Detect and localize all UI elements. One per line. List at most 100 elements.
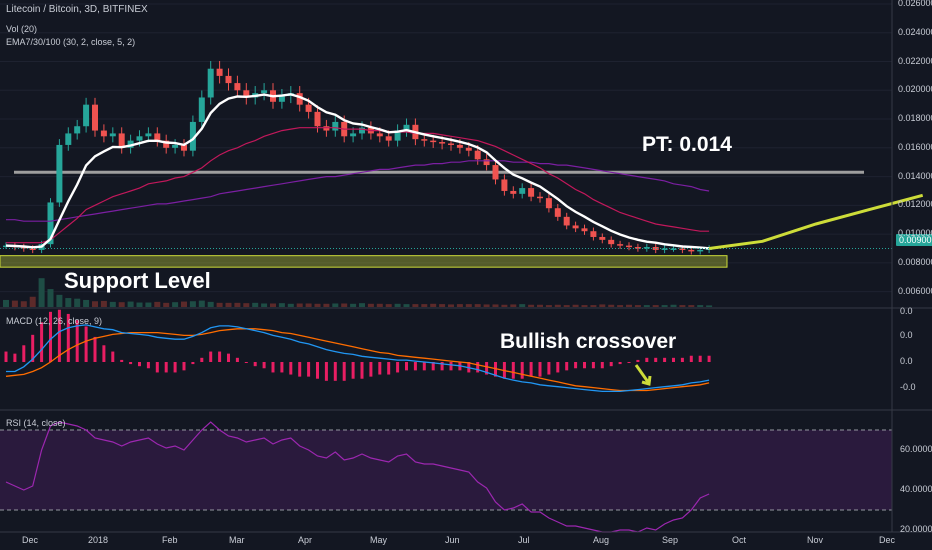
- macd-hist-bar: [164, 362, 168, 373]
- pane-separators: [0, 0, 932, 533]
- candle-body: [323, 126, 330, 131]
- rsi-line: [5, 421, 710, 533]
- candle-body: [278, 96, 285, 102]
- volume-bar: [492, 304, 499, 307]
- volume-bar: [29, 296, 36, 307]
- macd-hist-bar: [235, 357, 239, 362]
- macd-tick-label: 0.0: [900, 356, 913, 366]
- volume-bar: [572, 304, 579, 307]
- candle-body: [163, 140, 170, 148]
- candle-body: [189, 121, 196, 151]
- crossover-arrow-icon: [634, 364, 652, 386]
- macd-hist-bar: [49, 311, 52, 362]
- volume-bar: [278, 303, 285, 307]
- candle-body: [448, 143, 454, 145]
- volume-bar: [563, 305, 570, 307]
- candle-body: [181, 144, 187, 151]
- volume-bar: [448, 304, 454, 307]
- macd-hist-bar: [307, 362, 311, 377]
- macd-hist-bar: [111, 351, 115, 362]
- macd-hist-bar: [422, 362, 426, 371]
- time-tick-label: Jul: [518, 535, 530, 545]
- candle-body: [599, 236, 606, 240]
- macd-hist-bar: [520, 362, 524, 379]
- volume-bar: [501, 304, 508, 307]
- volume-bar: [341, 303, 348, 307]
- candle-body: [439, 142, 446, 144]
- candle-body: [403, 124, 410, 131]
- macd-tick-label: -0.0: [900, 382, 916, 392]
- macd-hist-bar: [191, 362, 195, 365]
- macd-tick-label: 0.0: [900, 306, 913, 316]
- volume-bar: [652, 305, 659, 307]
- volume-bar: [385, 304, 392, 307]
- macd-hist-bar: [289, 362, 293, 375]
- time-tick-label: Aug: [593, 535, 610, 545]
- macd-hist-bar: [173, 362, 177, 373]
- candle-body: [501, 179, 508, 191]
- volume-bar: [706, 305, 713, 307]
- candle-body: [483, 159, 490, 166]
- candle-body: [394, 130, 401, 141]
- volume-bar: [590, 305, 597, 307]
- volume-bar: [421, 304, 428, 307]
- volume-bar: [243, 303, 250, 307]
- volume-bar: [38, 278, 45, 307]
- candle-body: [74, 126, 81, 134]
- candle-body: [118, 133, 125, 148]
- macd-hist-bar: [511, 362, 515, 379]
- macd-hist-bar: [689, 355, 693, 362]
- macd-hist-bar: [387, 362, 391, 375]
- macd-hist-bar: [22, 345, 26, 362]
- macd-hist-bar: [609, 362, 613, 367]
- candle-body: [688, 249, 695, 252]
- volume-bar: [688, 305, 695, 307]
- candle-body: [29, 248, 36, 250]
- price-tick-label: 0.014000: [898, 170, 932, 181]
- macd-hist-bar: [218, 351, 222, 362]
- price-tick-label: 0.026000: [898, 0, 932, 8]
- macd-hist-bar: [209, 351, 213, 362]
- macd-hist-bar: [636, 359, 640, 362]
- macd-hist-bar: [369, 362, 373, 377]
- ema100-line: [6, 160, 710, 222]
- volume-bar: [172, 302, 179, 307]
- time-tick-label: Nov: [807, 535, 824, 545]
- volume-bar: [109, 301, 116, 307]
- macd-hist-bar: [280, 362, 284, 373]
- candle-body: [563, 216, 570, 226]
- volume-bar: [545, 305, 552, 307]
- candle-body: [47, 202, 54, 245]
- volume-bar: [661, 305, 668, 307]
- macd-hist-bar: [565, 362, 569, 371]
- candle-body: [474, 150, 481, 160]
- volume-bar: [412, 304, 419, 307]
- volume-bar: [252, 302, 259, 307]
- volume-bar: [643, 305, 650, 307]
- macd-hist-bar: [698, 355, 702, 362]
- macd-hist-bar: [672, 357, 675, 362]
- macd-hist-bar: [574, 362, 578, 369]
- candle-body: [261, 90, 268, 94]
- macd-hist-bar: [342, 362, 346, 381]
- macd-hist-bar: [66, 313, 70, 362]
- candle-body: [652, 247, 659, 250]
- macd-hist-bar: [413, 362, 417, 371]
- volume-bar: [537, 304, 543, 307]
- candle-body: [198, 97, 205, 122]
- price-tick-label: 0.024000: [898, 26, 932, 37]
- macd-hist-bar: [84, 326, 88, 362]
- last-price-badge: 0.009001: [896, 234, 932, 246]
- candle-body: [376, 133, 383, 137]
- macd-hist-bar: [645, 357, 649, 362]
- volume-bar: [465, 304, 472, 307]
- price-tick-label: 0.012000: [898, 199, 932, 210]
- volume-bar: [634, 305, 641, 307]
- price-tick-label: 0.016000: [898, 141, 932, 152]
- volume-bar: [359, 303, 365, 307]
- macd-hist-bar: [13, 353, 17, 362]
- macd-hist-bar: [396, 362, 400, 373]
- volume-bar: [697, 305, 704, 307]
- price-tick-label: 0.010000: [898, 228, 932, 239]
